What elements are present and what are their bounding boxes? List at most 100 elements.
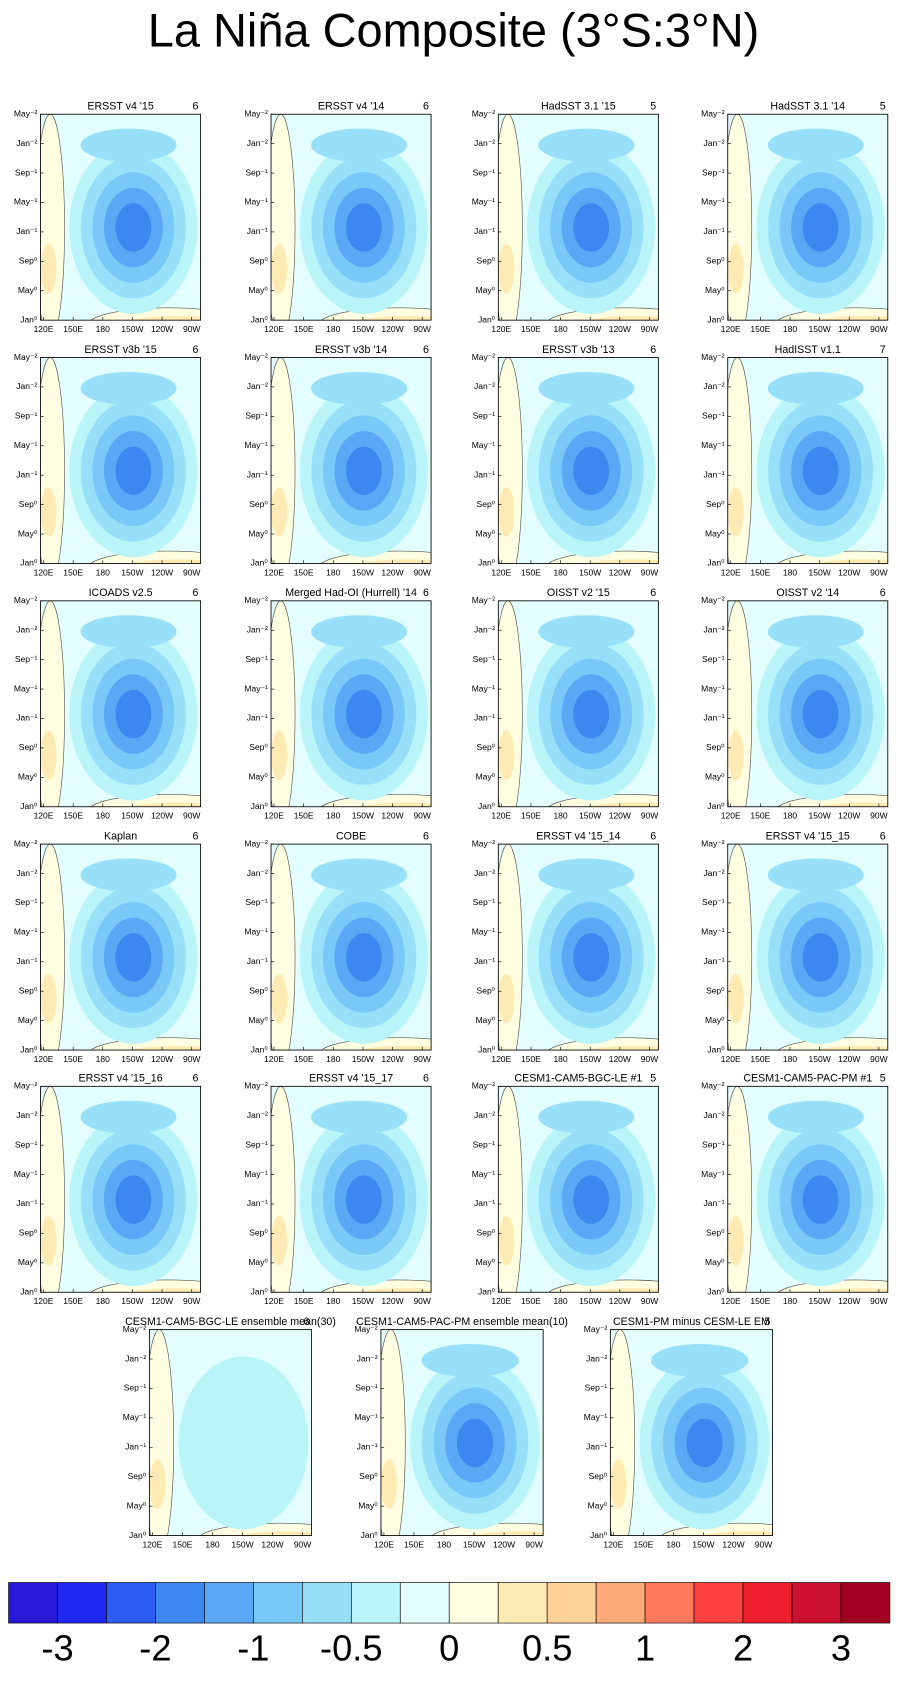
- x-tick-label: 150E: [294, 1054, 314, 1064]
- x-tick-label: 150W: [692, 1539, 715, 1549]
- y-tick-label: Jan⁻¹: [16, 226, 37, 236]
- cold-contour: [573, 689, 610, 739]
- x-tick-label: 90W: [525, 1539, 543, 1549]
- y-tick-label: Sep⁰: [477, 985, 496, 995]
- y-tick-label: May⁻¹: [472, 197, 496, 207]
- x-tick-label: 150E: [172, 1539, 192, 1549]
- x-tick-label: 150E: [294, 567, 314, 577]
- x-tick-label: 180: [553, 811, 567, 821]
- panel-title: ERSST v4 '14: [318, 101, 384, 113]
- panel-frame: [497, 1085, 659, 1293]
- x-tick-label: 150W: [352, 324, 375, 334]
- x-tick-label: 90W: [183, 324, 201, 334]
- field: [271, 844, 432, 1051]
- field: [610, 1329, 773, 1536]
- warm-band: [128, 1288, 201, 1293]
- warm-band: [585, 802, 659, 807]
- cold-contour: [115, 689, 152, 739]
- y-tick-label: May⁻²: [14, 108, 38, 118]
- field: [498, 844, 659, 1051]
- y-tick-label: Jan⁻²: [474, 624, 495, 634]
- y-tick-label: Jan⁰: [478, 1044, 496, 1054]
- panel-frame: [270, 600, 432, 808]
- warm-strip: [40, 357, 65, 564]
- x-tick-label: 90W: [183, 1296, 201, 1306]
- colorbar-label: -0.5: [320, 1627, 382, 1668]
- panel-count: 6: [304, 1316, 310, 1328]
- y-tick-label: May⁻¹: [244, 927, 268, 937]
- warm-strip: [727, 730, 744, 780]
- panel: OISST v2 '14 6 May⁻² Jan⁻² Sep⁻¹ May⁻¹ Jan⁻¹ Se…: [701, 587, 889, 821]
- cold-contour: [802, 689, 839, 739]
- y-tick-label: Jan⁻¹: [474, 956, 495, 966]
- x-tick-label: 90W: [755, 1539, 773, 1549]
- field: [40, 600, 201, 807]
- y-tick-label: May⁰: [476, 1257, 496, 1267]
- y-tick-label: May⁰: [358, 1500, 378, 1510]
- panel-title: CESM1-CAM5-PAC-PM ensemble mean(10): [356, 1316, 568, 1328]
- x-tick-label: 150E: [750, 567, 770, 577]
- x-tick-label: 150W: [579, 811, 602, 821]
- field: [40, 357, 201, 564]
- y-tick-label: Sep⁰: [477, 256, 496, 266]
- y-tick-label: Jan⁻¹: [703, 713, 724, 723]
- x-tick-label: 150W: [121, 811, 144, 821]
- warm-band: [358, 316, 432, 321]
- y-tick-label: May⁻²: [14, 1081, 38, 1091]
- x-tick-label: 180: [96, 567, 110, 577]
- x-tick-label: 150E: [404, 1539, 424, 1549]
- y-tick-label: May⁻¹: [244, 1169, 268, 1179]
- y-tick-label: Jan⁻¹: [703, 469, 724, 479]
- y-tick-label: May⁰: [476, 772, 496, 782]
- y-tick-label: Jan⁻²: [247, 868, 268, 878]
- y-tick-label: May⁻²: [472, 595, 496, 605]
- x-tick-label: 120W: [838, 1296, 861, 1306]
- panel: CESM1-CAM5-BGC-LE ensemble mean(30)6 May⁻…: [123, 1316, 336, 1549]
- panel-frame: [270, 1085, 432, 1293]
- y-tick-label: Jan⁻²: [16, 1110, 37, 1120]
- warm-strip: [498, 243, 515, 294]
- y-tick-label: Jan⁰: [707, 558, 725, 568]
- y-tick-label: Jan⁻²: [586, 1353, 607, 1363]
- colorbar-swatch: [57, 1582, 107, 1624]
- x-tick-label: 90W: [870, 567, 888, 577]
- panel-title: Kaplan: [104, 830, 137, 842]
- y-tick-label: May⁻²: [244, 595, 268, 605]
- warm-strip: [727, 973, 744, 1024]
- warm-strip: [40, 1086, 65, 1293]
- y-tick-label: Jan⁻²: [16, 138, 37, 148]
- y-tick-label: Jan⁻²: [474, 868, 495, 878]
- panel-frame: [270, 357, 432, 564]
- y-tick-label: Jan⁰: [20, 801, 38, 811]
- y-tick-label: Jan⁻²: [474, 1110, 495, 1120]
- colorbar-label: 0: [439, 1627, 459, 1668]
- panel-frame: [270, 843, 432, 1051]
- x-tick-label: 90W: [641, 567, 659, 577]
- x-tick-label: 180: [96, 324, 110, 334]
- x-tick-label: 90W: [641, 324, 659, 334]
- y-tick-label: Sep⁰: [249, 742, 268, 752]
- panel: HadSST 3.1 '15 5 May⁻² Jan⁻² Sep⁻¹ May⁻¹ Jan⁻¹…: [472, 101, 660, 334]
- x-tick-label: 150E: [294, 324, 314, 334]
- panel: ERSST v4 '15_16 6 May⁻² Jan⁻² Sep⁻¹ May⁻¹ Jan⁻…: [14, 1073, 202, 1306]
- x-tick-label: 150E: [750, 1296, 770, 1306]
- figure-title: La Niña Composite (3°S:3°N): [148, 4, 759, 57]
- colorbar-label: 2: [733, 1627, 753, 1668]
- x-tick-label: 90W: [183, 1054, 201, 1064]
- y-tick-label: May⁻¹: [354, 1412, 378, 1422]
- panel-count: 6: [423, 1073, 429, 1085]
- colorbar-label: 0.5: [522, 1627, 572, 1668]
- x-tick-label: 90W: [641, 1296, 659, 1306]
- panel-title: CESM1-PM minus CESM-LE EM: [613, 1316, 770, 1328]
- warm-strip: [271, 243, 288, 294]
- y-tick-label: Jan⁻¹: [586, 1442, 607, 1452]
- x-tick-label: 150E: [750, 811, 770, 821]
- warm-strip: [40, 600, 65, 807]
- panel-title: ERSST v4 '15_14: [536, 830, 620, 842]
- y-tick-label: May⁻¹: [701, 440, 725, 450]
- y-tick-label: May⁰: [248, 1257, 268, 1267]
- y-tick-label: May⁰: [705, 1257, 725, 1267]
- y-tick-label: Sep⁻¹: [473, 167, 496, 177]
- warm-strip: [498, 357, 523, 564]
- y-tick-label: May⁰: [248, 772, 268, 782]
